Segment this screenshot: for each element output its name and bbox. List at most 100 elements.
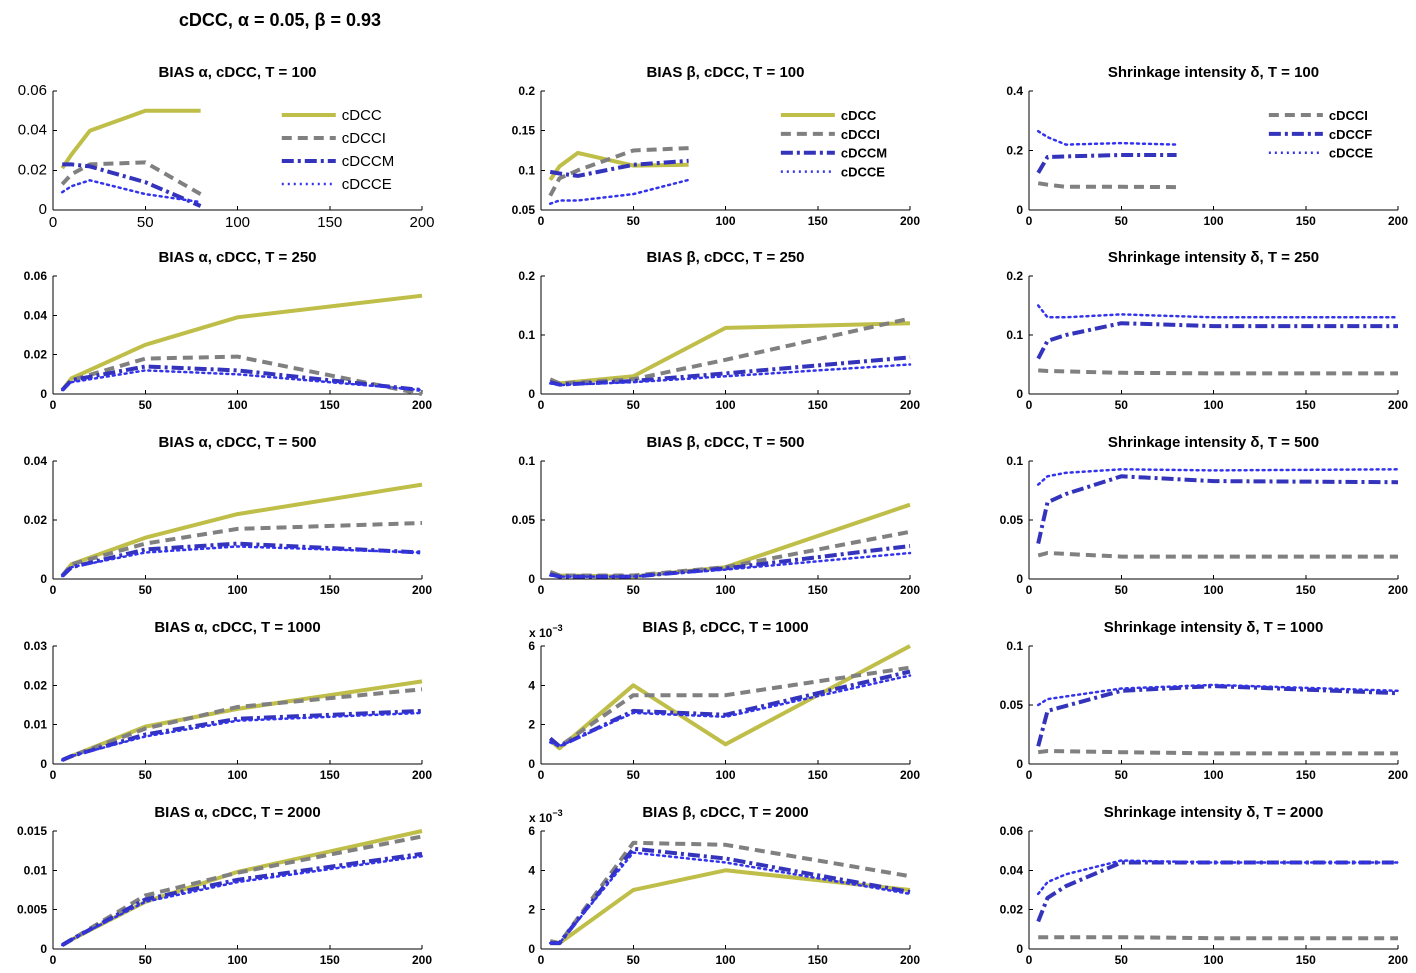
panel-title: Shrinkage intensity δ, T = 500: [1108, 434, 1319, 451]
series-line-cDCCM: [61, 708, 423, 762]
series-line-cDCC: [548, 644, 911, 751]
y-tick-label: 0: [40, 387, 47, 401]
y-tick-label: 0.02: [24, 348, 48, 362]
series-line-cDCCE: [60, 711, 424, 762]
x-tick-label: 50: [139, 583, 153, 597]
legend-label: cDCCI: [342, 130, 386, 147]
y-tick-label: 0.1: [1006, 454, 1023, 468]
x-tick-label: 200: [900, 953, 920, 967]
x-tick-label: 0: [538, 953, 545, 967]
x-tick-label: 100: [227, 953, 247, 967]
x-tick-label: 150: [320, 398, 340, 412]
y-tick-label: 0.1: [518, 163, 535, 177]
x-tick-label: 0: [1026, 214, 1033, 228]
y-tick-label: 2: [528, 718, 535, 732]
x-tick-label: 200: [409, 214, 434, 231]
y-exponent-label: x 10−3: [529, 623, 563, 640]
panel-title: BIAS β, cDCC, T = 1000: [642, 619, 808, 636]
x-tick-label: 150: [1296, 398, 1316, 412]
x-tick-label: 150: [808, 583, 828, 597]
panel-15: Shrinkage intensity δ, T = 2000 0 50 100 150…: [1000, 804, 1409, 967]
series-line-cDCC: [60, 108, 201, 170]
series-line-cDCCF: [1036, 474, 1399, 545]
series-line-cDCCF: [1036, 860, 1398, 923]
panel-2: BIAS β, cDCC, T = 100 0 50 100 150 200 0.05 0.1…: [512, 64, 921, 228]
x-tick-label: 100: [1203, 953, 1223, 967]
panel-title: BIAS α, cDCC, T = 2000: [154, 804, 320, 821]
x-tick-label: 100: [1203, 214, 1223, 228]
panels: BIAS α, cDCC, T = 1000 50 100 150 20000.020.…: [17, 64, 1408, 967]
panel-9: Shrinkage intensity δ, T = 500 0 50 100 150 2…: [1000, 434, 1409, 597]
figure-title: cDCC, α = 0.05, β = 0.93: [179, 10, 381, 30]
x-tick-label: 100: [227, 398, 247, 412]
panel-12: Shrinkage intensity δ, T = 1000 0 50 100 150…: [1000, 619, 1409, 782]
x-tick-label: 100: [227, 768, 247, 782]
series-line-cDCCE: [1036, 683, 1400, 707]
x-tick-label: 150: [320, 768, 340, 782]
x-tick-label: 200: [900, 214, 920, 228]
x-tick-label: 200: [1388, 214, 1408, 228]
y-tick-label: 0.06: [24, 269, 48, 283]
y-tick-label: 0.01: [24, 863, 48, 877]
x-tick-label: 150: [808, 953, 828, 967]
series-line-cDCCE: [548, 674, 912, 748]
panel-11: BIAS β, cDCC, T = 1000 0 50 100 150 200 0 2 4 6x …: [528, 619, 920, 782]
legend-label: cDCC: [841, 108, 877, 123]
y-tick-label: 0.2: [518, 84, 535, 98]
x-tick-label: 100: [715, 768, 735, 782]
series-line-cDCCE: [60, 369, 424, 392]
panel-title: Shrinkage intensity δ, T = 1000: [1104, 619, 1324, 636]
x-tick-label: 50: [139, 398, 153, 412]
series-line-cDCCE: [1036, 468, 1400, 486]
x-tick-label: 0: [50, 768, 57, 782]
y-tick-label: 0.015: [17, 824, 47, 838]
x-tick-label: 100: [227, 583, 247, 597]
x-tick-label: 200: [1388, 768, 1408, 782]
x-tick-label: 200: [900, 768, 920, 782]
panel-14: BIAS β, cDCC, T = 2000 0 50 100 150 200 0 2 4 6x …: [528, 804, 920, 967]
x-tick-label: 150: [1296, 953, 1316, 967]
x-tick-label: 200: [900, 398, 920, 412]
series-line-cDCCI: [1038, 368, 1398, 376]
panel-title: BIAS α, cDCC, T = 100: [158, 64, 316, 81]
legend-label: cDCCM: [841, 146, 887, 161]
x-tick-label: 150: [317, 214, 342, 231]
series-line-cDCCF: [1036, 321, 1398, 360]
series-line-cDCCE: [548, 851, 912, 945]
series-line-cDCCM: [60, 364, 423, 393]
y-tick-label: 0.04: [1000, 863, 1024, 877]
panel-3: Shrinkage intensity δ, T = 100 0 50 100 150 2…: [1006, 64, 1408, 228]
x-tick-label: 50: [627, 768, 641, 782]
y-tick-label: 0.01: [24, 718, 48, 732]
y-tick-label: 0.05: [1000, 698, 1024, 712]
y-tick-label: 0: [40, 757, 47, 771]
legend-label: cDCC: [342, 107, 382, 124]
y-tick-label: 0.1: [518, 328, 535, 342]
panel-13: BIAS α, cDCC, T = 2000 0 50 100 150 200 0 0.005…: [17, 804, 432, 967]
x-tick-label: 0: [50, 398, 57, 412]
x-tick-label: 100: [1203, 583, 1223, 597]
y-tick-label: 0.06: [18, 82, 47, 99]
panel-7: BIAS α, cDCC, T = 500 0 50 100 150 200 0 0.02 0.…: [24, 434, 433, 597]
y-tick-label: 0: [1016, 203, 1023, 217]
series-line-cDCCM: [549, 355, 911, 387]
x-tick-label: 200: [412, 953, 432, 967]
panel-title: BIAS β, cDCC, T = 2000: [642, 804, 808, 821]
x-tick-label: 100: [225, 214, 250, 231]
y-tick-label: 0.04: [24, 308, 48, 322]
x-tick-label: 100: [715, 214, 735, 228]
legend-label: cDCCE: [1329, 146, 1373, 161]
panel-title: BIAS α, cDCC, T = 500: [158, 434, 316, 451]
x-tick-label: 200: [1388, 398, 1408, 412]
x-tick-label: 0: [538, 768, 545, 782]
x-tick-label: 200: [1388, 583, 1408, 597]
legend: cDCCI cDCCF cDCCE: [1268, 108, 1373, 161]
series-line-cDCCI: [548, 146, 689, 197]
x-tick-label: 100: [715, 398, 735, 412]
series-line-cDCCM: [549, 158, 689, 178]
panel-4: BIAS α, cDCC, T = 250 0 50 100 150 200 0 0.02 0.…: [24, 249, 433, 412]
series-line-cDCCE: [60, 854, 424, 947]
x-tick-label: 200: [412, 398, 432, 412]
series-line-cDCCE: [60, 179, 202, 204]
series-line-cDCCE: [60, 545, 424, 578]
